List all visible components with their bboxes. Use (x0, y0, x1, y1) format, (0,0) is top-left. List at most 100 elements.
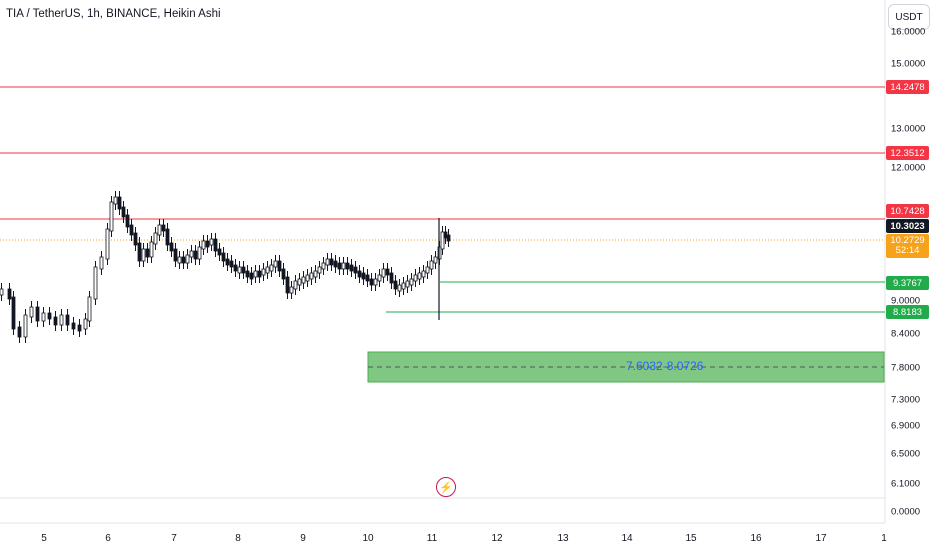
candle-body (337, 262, 342, 270)
candle-body (369, 278, 374, 286)
demand-zone-label: 7.6032-8.0726 (626, 359, 704, 373)
candle-body (313, 270, 318, 278)
candle-body (17, 326, 22, 338)
candle-body (23, 314, 28, 338)
candle-body (229, 260, 234, 268)
time-tick: 10 (362, 533, 374, 544)
candle-body (261, 268, 266, 276)
countdown-tag: 10.2729 52:14 (886, 234, 929, 258)
time-tick: 16 (750, 533, 762, 544)
time-tick: 9 (300, 533, 306, 544)
time-tick: 1 (881, 533, 887, 544)
candle-body (193, 250, 198, 260)
candle-body (41, 312, 46, 322)
candle-body (257, 270, 262, 278)
time-tick: 13 (557, 533, 569, 544)
candle-body (217, 248, 222, 256)
candle-body (329, 258, 334, 266)
candle-body (153, 232, 158, 245)
candle-body (269, 264, 274, 272)
candle-body (213, 238, 218, 252)
last-price-tag: 10.3023 (886, 219, 929, 233)
price-tag-10-74: 10.7428 (886, 204, 929, 218)
time-tick: 17 (815, 533, 827, 544)
candles-group (0, 191, 451, 343)
price-tick: 12.0000 (891, 162, 926, 174)
candle-body (47, 312, 52, 320)
candle-body (325, 258, 330, 266)
candle-body (105, 228, 110, 260)
time-tick: 15 (685, 533, 697, 544)
candle-body (233, 264, 238, 272)
candle-body (345, 262, 350, 270)
candle-body (157, 224, 162, 236)
candle-body (297, 278, 302, 286)
price-tag-12: 12.3512 (886, 146, 929, 160)
candle-body (309, 272, 314, 280)
candle-body (281, 268, 286, 280)
price-tag-14: 14.2478 (886, 80, 929, 94)
candle-body (357, 270, 362, 278)
symbol-title[interactable]: TIA / TetherUS, 1h, BINANCE, Heikin Ashi (6, 8, 221, 20)
candle-body (285, 276, 290, 294)
candle-body (409, 278, 414, 286)
candle-body (365, 274, 370, 282)
candle-body (133, 232, 138, 246)
candle-body (29, 306, 34, 318)
candle-body (401, 282, 406, 290)
candle-body (241, 266, 246, 274)
candle-body (443, 231, 448, 239)
candle-body (413, 274, 418, 282)
candle-body (289, 286, 294, 294)
price-tick: 0.0000 (891, 506, 921, 518)
candle-body (433, 256, 438, 264)
candle-body (201, 240, 206, 250)
candle-body (373, 278, 378, 286)
candle-body (185, 254, 190, 264)
candle-body (161, 224, 166, 232)
time-tick: 11 (426, 533, 438, 544)
price-tick: 8.4000 (891, 328, 921, 340)
candle-body (189, 250, 194, 258)
candle-body (417, 272, 422, 280)
candle-body (149, 241, 154, 258)
price-tick: 7.3000 (891, 394, 921, 406)
candle-body (137, 242, 142, 262)
candle-body (225, 258, 230, 266)
price-tag-9-37: 9.3767 (886, 276, 929, 290)
candle-body (446, 234, 451, 242)
time-tick: 6 (105, 533, 111, 544)
candle-body (377, 274, 382, 282)
price-tick: 6.5000 (891, 448, 921, 460)
candle-body (177, 256, 182, 264)
candle-body (429, 260, 434, 270)
price-tick: 7.8000 (891, 362, 921, 374)
candle-body (165, 228, 170, 246)
candle-body (173, 248, 178, 262)
price-tick: 6.1000 (891, 478, 921, 490)
candle-body (321, 262, 326, 270)
candle-body (129, 224, 134, 236)
lightning-icon[interactable]: ⚡ (436, 477, 456, 497)
candle-body (87, 296, 92, 322)
candle-body (65, 314, 70, 326)
candle-body (389, 272, 394, 284)
candle-body (393, 280, 398, 290)
candle-body (113, 196, 118, 205)
candle-body (121, 206, 126, 218)
candle-body (53, 316, 58, 326)
candle-body (317, 266, 322, 274)
candle-body (425, 266, 430, 274)
candle-body (83, 318, 88, 330)
candle-body (265, 266, 270, 274)
currency-button[interactable]: USDT (888, 4, 930, 30)
time-tick: 7 (171, 533, 177, 544)
candle-body (385, 268, 390, 276)
price-tick: 13.0000 (891, 123, 926, 135)
candle-body (277, 260, 282, 272)
candle-body (11, 296, 16, 330)
countdown-timer: 52:14 (895, 245, 920, 256)
price-tick: 16.0000 (891, 26, 926, 38)
candle-body (293, 280, 298, 290)
